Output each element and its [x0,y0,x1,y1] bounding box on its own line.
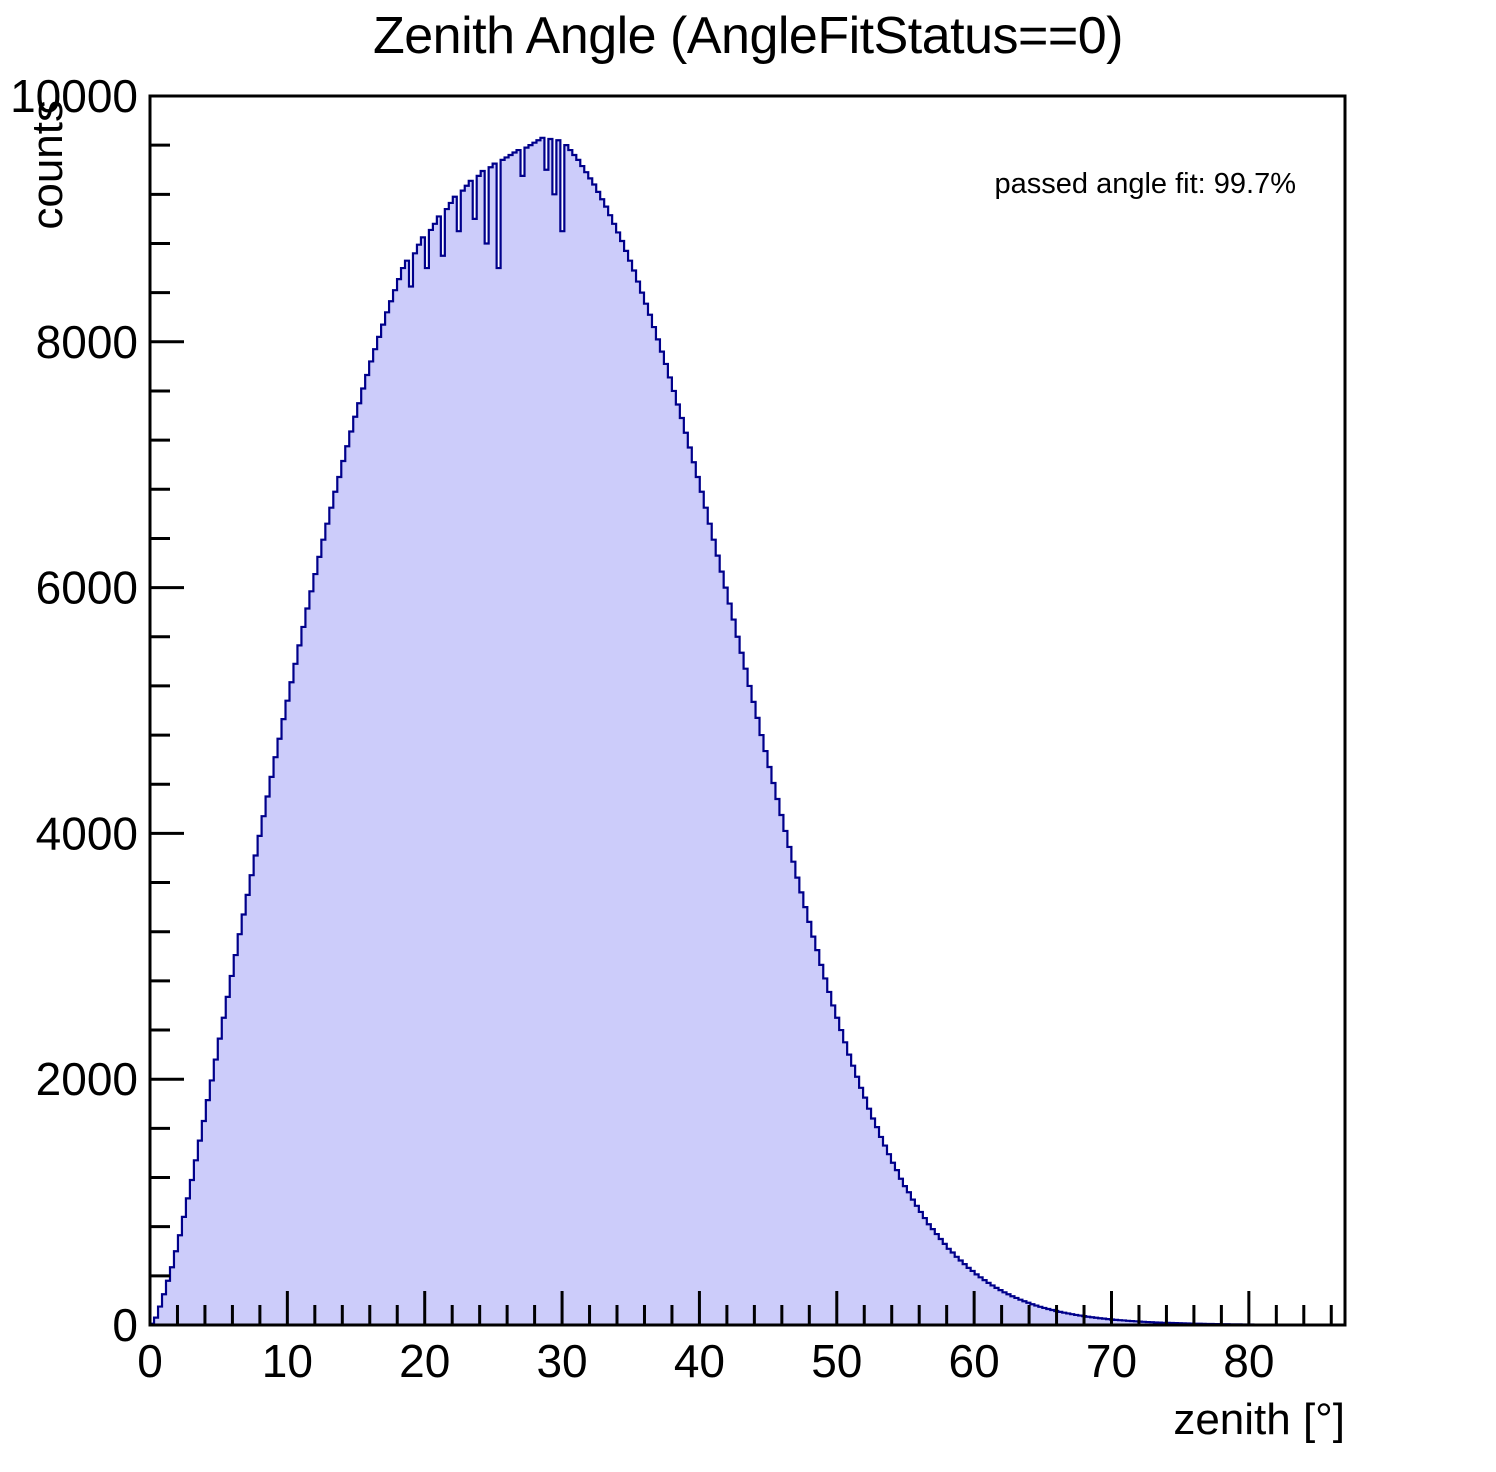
histogram-outline [148,136,1346,1327]
y-axis-tick-label: 2000 [36,1053,138,1105]
y-axis-tick-label: 0 [112,1299,138,1351]
x-axis-tick-label: 30 [536,1335,587,1387]
x-axis-tick-label: 70 [1086,1335,1137,1387]
y-axis-ticks [150,94,184,1327]
y-axis-tick-label: 10000 [10,70,138,122]
y-axis-tick-labels: 0 2000 4000 6000 8000 10000 [10,70,138,1351]
x-axis-tick-label: 10 [262,1335,313,1387]
passed-angle-fit-annotation: passed angle fit: 99.7% [995,168,1296,200]
y-axis-tick-label: 4000 [36,807,138,859]
y-axis-tick-label: 8000 [36,316,138,368]
x-axis-tick-label: 80 [1223,1335,1274,1387]
chart-title: Zenith Angle (AngleFitStatus==0) [372,7,1124,65]
plot-frame [148,94,1347,1327]
x-axis-tick-label: 0 [137,1335,163,1387]
x-axis-tick-label: 60 [949,1335,1000,1387]
x-axis-tick-label: 50 [811,1335,862,1387]
x-axis-title: zenith [°] [1173,1395,1345,1444]
y-axis-tick-label: 6000 [36,562,138,614]
x-axis-tick-label: 40 [674,1335,725,1387]
y-axis-title: counts [23,100,72,230]
x-axis-tick-label: 20 [399,1335,450,1387]
x-axis-tick-labels: 0 10 20 30 40 50 60 70 80 [137,1335,1274,1387]
histogram-fill-area [150,137,1346,1325]
